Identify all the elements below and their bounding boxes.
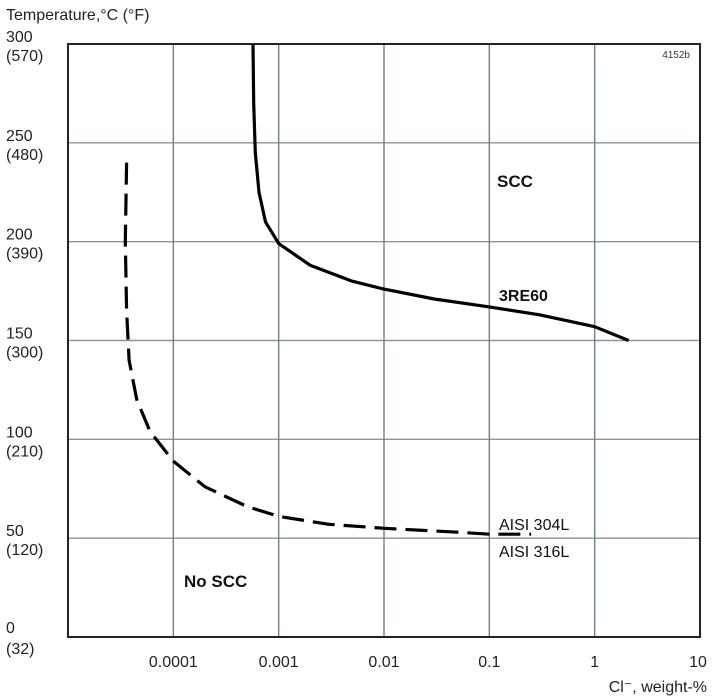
- series-label-aisi-304l: AISI 304L: [499, 517, 569, 534]
- series-label-aisi-316l: AISI 316L: [499, 544, 569, 561]
- series-layer: [123, 43, 630, 536]
- y-tick-label-f: (480): [6, 147, 43, 164]
- y-tick-label-c: 150: [6, 326, 33, 343]
- figure-id: 4152b: [662, 50, 690, 61]
- y-tick-label-c: 200: [6, 227, 33, 244]
- scc-region-label: SCC: [497, 172, 533, 191]
- x-tick-label: 0.01: [368, 654, 399, 671]
- y-tick-label-f: (570): [6, 48, 43, 65]
- y-tick-label-f: (32): [6, 641, 34, 658]
- no-scc-region-label: No SCC: [184, 572, 247, 591]
- y-tick-label-c: 300: [6, 29, 33, 46]
- y-tick-labels: 0 (32) 50 (120) 100 (210) 150 (300) 200 (390) 250 (…: [6, 29, 43, 658]
- y-tick-label-c: 250: [6, 128, 33, 145]
- series-label-3re60: 3RE60: [499, 288, 548, 305]
- y-axis-title: Temperature,°C (°F): [6, 7, 150, 24]
- x-tick-label: 0.1: [478, 654, 500, 671]
- y-tick-label-f: (300): [6, 345, 43, 362]
- y-tick-label-c: 50: [6, 523, 24, 540]
- x-tick-labels: 0.0001 0.001 0.01 0.1 1 10: [149, 654, 707, 671]
- x-axis-title: Cl⁻, weight-%: [609, 679, 707, 696]
- x-tick-label: 1: [590, 654, 599, 671]
- x-tick-label: 0.0001: [149, 654, 198, 671]
- plot-frame: [67, 43, 701, 638]
- y-tick-label-f: (120): [6, 542, 43, 559]
- series-line-aisi-304l-316l: [123, 162, 532, 536]
- y-tick-label-c: 0: [6, 620, 15, 637]
- x-tick-label: 0.001: [259, 654, 299, 671]
- y-tick-label-c: 100: [6, 424, 33, 441]
- grid: [68, 44, 700, 637]
- y-tick-label-f: (390): [6, 246, 43, 263]
- x-tick-label: 10: [689, 654, 707, 671]
- y-tick-label-f: (210): [6, 443, 43, 460]
- series-line-3re60: [251, 43, 630, 342]
